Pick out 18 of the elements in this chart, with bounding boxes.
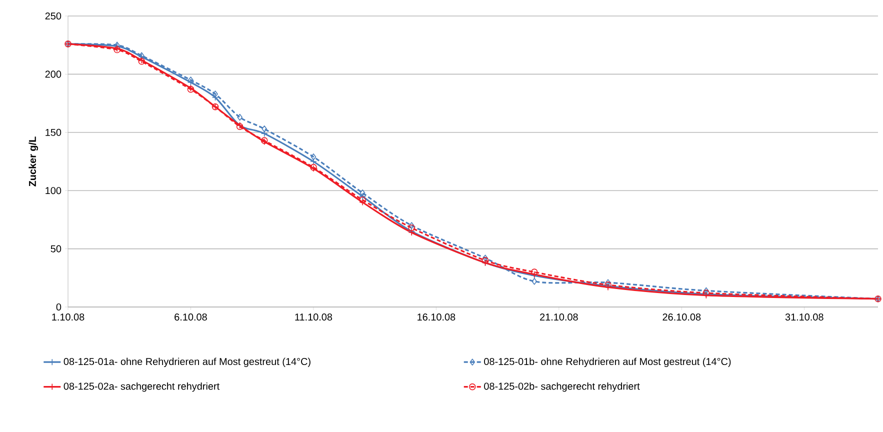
y-tick-label: 50 <box>50 245 62 252</box>
legend-label: 08-125-01a- ohne Rehydrieren auf Most gestreut (14°C) <box>64 358 310 368</box>
x-tick-label: 16.10.08 <box>418 314 456 321</box>
x-tick-label: 26.10.08 <box>662 314 701 321</box>
y-axis-title: Zucker g/L <box>28 136 38 186</box>
x-tick-label: 31.10.08 <box>785 314 824 321</box>
y-tick-label: 250 <box>45 12 62 20</box>
y-tick-label: 100 <box>46 187 62 194</box>
x-tick-label: 1.10.08 <box>52 314 84 321</box>
x-tick-label: 6.10.08 <box>174 314 207 321</box>
legend-label: 08-125-02a- sachgerecht rehydriert <box>64 382 220 392</box>
legend-label: 08-125-02b- sachgerecht rehydriert <box>484 382 640 392</box>
legend-label: 08-125-01b- ohne Rehydrieren auf Most gestreut (14°C) <box>484 358 731 368</box>
y-tick-label: 0 <box>56 303 62 311</box>
y-tick-label: 150 <box>46 128 62 136</box>
x-tick-label: 11.10.08 <box>295 314 332 321</box>
y-tick-label: 200 <box>45 70 62 78</box>
x-tick-label: 21.10.08 <box>540 314 578 321</box>
